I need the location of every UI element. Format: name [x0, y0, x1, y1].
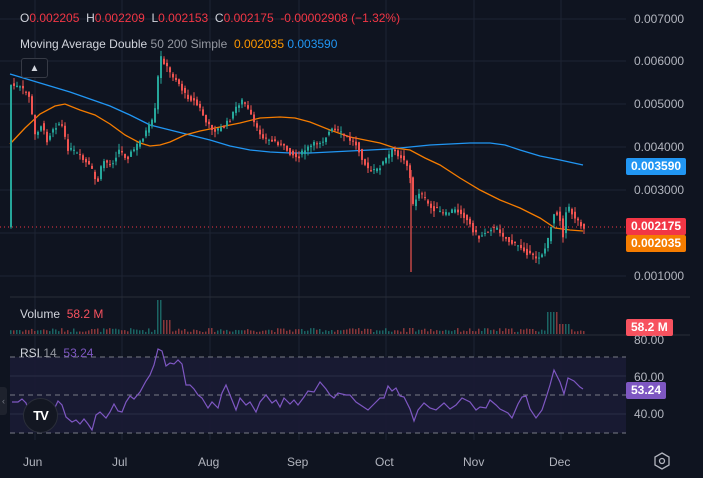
collapse-legend-button[interactable]: ▲	[21, 58, 48, 78]
ma-indicator-params: 50 200 Simple	[150, 37, 228, 51]
price-tick: 0.006000	[634, 54, 685, 68]
volume-legend[interactable]: Volume 58.2 M	[20, 307, 103, 321]
open-value: 0.002205	[29, 11, 80, 25]
rsi-levels	[10, 356, 626, 434]
close-value: 0.002175	[223, 11, 274, 25]
tradingview-logo[interactable]: TV	[23, 398, 58, 433]
ma-slow-price-tag: 0.003590	[626, 158, 687, 175]
month-label: Sep	[287, 455, 309, 469]
volume-bars	[10, 300, 585, 334]
month-label: Oct	[375, 455, 394, 469]
month-label: Nov	[463, 455, 485, 469]
open-label: O	[20, 11, 30, 25]
price-candles	[10, 50, 585, 272]
close-label: C	[214, 11, 224, 25]
price-gridlines	[0, 18, 626, 277]
price-tick: 0.003000	[634, 183, 685, 197]
rsi-value: 53.24	[63, 346, 94, 360]
rsi-tick: 60.00	[634, 370, 665, 384]
gear-icon[interactable]	[653, 452, 671, 470]
rsi-length: 14	[43, 346, 57, 360]
high-label: H	[86, 11, 95, 25]
ma-slow-value: 0.003590	[287, 37, 338, 51]
last-price-tag: 0.002175	[626, 218, 687, 235]
ma200-line	[9, 73, 584, 166]
month-label: Jul	[112, 455, 128, 469]
ma-legend[interactable]: Moving Average Double 50 200 Simple 0.00…	[20, 37, 337, 51]
volume-tag: 58.2 M	[626, 319, 673, 336]
low-value: 0.002153	[158, 11, 209, 25]
month-label: Jun	[23, 455, 43, 469]
rsi-label[interactable]: RSI	[20, 346, 41, 360]
month-label: Aug	[198, 455, 220, 469]
price-tick: 0.007000	[634, 12, 685, 26]
change-value: -0.00002908	[280, 11, 348, 25]
rsi-line	[12, 348, 584, 432]
price-tick: 0.004000	[634, 140, 685, 154]
ohlc-legend: O0.002205 H0.002209 L0.002153 C0.002175 …	[20, 11, 400, 25]
rsi-tick: 40.00	[634, 407, 665, 421]
change-percent: (−1.32%)	[351, 11, 401, 25]
rsi-tag: 53.24	[626, 382, 667, 399]
price-tick: 0.001000	[634, 269, 685, 283]
volume-value: 58.2 M	[66, 307, 104, 321]
ma-indicator-name[interactable]: Moving Average Double	[20, 37, 148, 51]
low-label: L	[151, 11, 159, 25]
high-value: 0.002209	[94, 11, 145, 25]
chevron-up-icon: ▲	[29, 62, 40, 74]
ma50-line	[9, 103, 584, 232]
logo-text: TV	[33, 408, 49, 423]
ma-fast-value: 0.002035	[233, 37, 284, 51]
rsi-tick: 80.00	[634, 333, 665, 347]
ma-fast-price-tag: 0.002035	[626, 235, 687, 252]
chevron-left-icon: ‹	[2, 396, 5, 406]
rsi-legend[interactable]: RSI 14 53.24	[20, 346, 93, 360]
volume-label[interactable]: Volume	[20, 307, 61, 321]
price-tick: 0.005000	[634, 97, 685, 111]
month-label: Dec	[549, 455, 571, 469]
side-panel-toggle[interactable]: ‹	[0, 387, 7, 415]
